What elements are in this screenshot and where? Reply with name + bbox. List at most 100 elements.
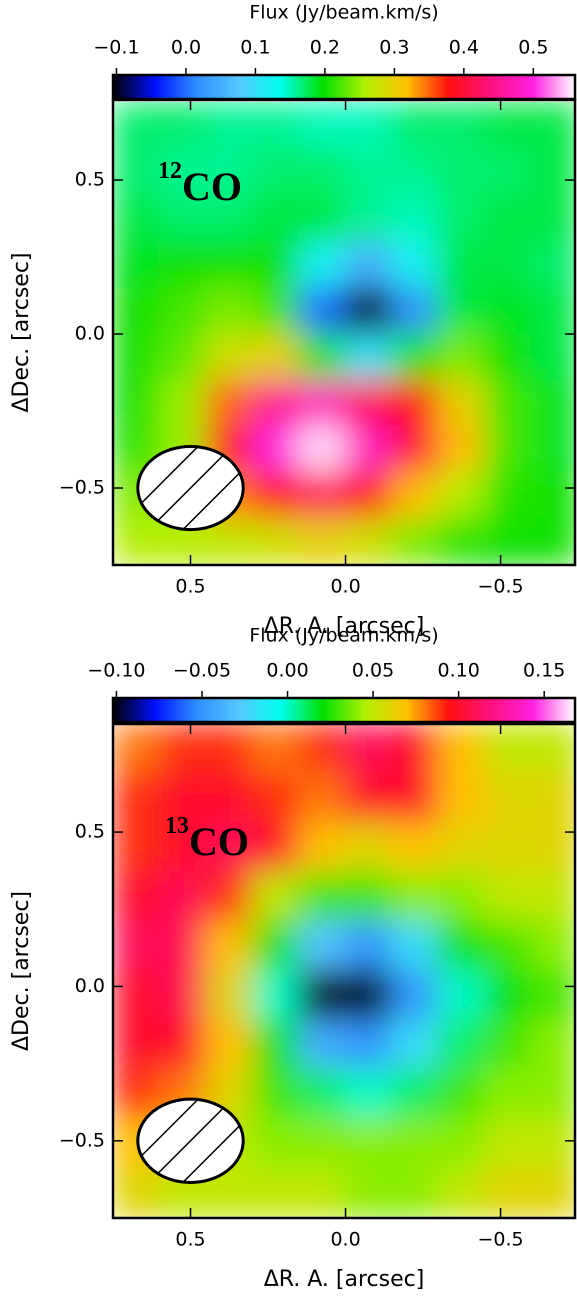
heat-cell: [344, 871, 394, 923]
heat-cell: [344, 425, 394, 474]
heat-cell: [484, 194, 533, 243]
heat-cell: [391, 425, 440, 474]
heat-cell: [113, 148, 161, 197]
colorbar-label: Flux (Jy/beam.km/s): [249, 2, 438, 24]
heat-cell: [437, 102, 487, 151]
heat-cell: [205, 920, 254, 972]
heat-cell: [391, 970, 440, 1022]
heat-cell: [298, 517, 347, 565]
heat-cell: [484, 772, 533, 824]
heat-cell: [530, 1019, 575, 1071]
heat-cell: [391, 148, 440, 197]
heat-cell: [251, 724, 301, 775]
heat-cell: [298, 333, 347, 382]
y-tick-label: 0.0: [75, 323, 105, 345]
y-axis-label: ΔDec. [arcsec]: [9, 252, 34, 412]
heat-cell: [298, 1118, 347, 1170]
colorbar-tick-label: 0.0: [171, 37, 201, 59]
heat-cell: [113, 194, 161, 243]
heat-cell: [298, 286, 347, 336]
heat-cell: [251, 102, 301, 151]
heat-cell: [251, 1118, 301, 1170]
heat-cell: [113, 772, 161, 824]
heat-cell: [391, 920, 440, 972]
heat-cell: [251, 821, 301, 874]
beam-outline: [136, 444, 245, 532]
heat-cell: [437, 1019, 487, 1071]
heat-cell: [251, 772, 301, 824]
heat-cell: [158, 871, 208, 923]
colorbar: [111, 696, 577, 724]
heat-cell: [484, 102, 533, 151]
heat-cell: [391, 871, 440, 923]
heat-cell: [113, 240, 161, 289]
heat-cell: [158, 333, 208, 382]
colorbar-tick-label: 0.05: [352, 660, 394, 682]
heat-cell: [251, 286, 301, 336]
heat-cell: [113, 379, 161, 428]
heat-cell: [251, 1167, 301, 1218]
heat-cell: [530, 148, 575, 197]
heat-cell: [391, 102, 440, 151]
heat-cell: [205, 970, 254, 1022]
heat-cell: [530, 240, 575, 289]
x-tick-label: −0.5: [478, 1229, 524, 1251]
heat-cell: [298, 102, 347, 151]
x-axis-label: ΔR. A. [arcsec]: [264, 614, 425, 639]
x-tick-label: 0.0: [330, 1229, 360, 1251]
heat-cell: [530, 772, 575, 824]
y-tick-label: 0.5: [75, 821, 105, 843]
heat-cell: [484, 871, 533, 923]
heat-cell: [391, 821, 440, 874]
heat-cell: [113, 920, 161, 972]
heat-cell: [391, 1068, 440, 1121]
heat-cell: [251, 425, 301, 474]
heat-cell: [484, 1167, 533, 1218]
heat-cell: [437, 286, 487, 336]
heat-cell: [158, 194, 208, 243]
heat-cell: [344, 148, 394, 197]
colorbar-tick-label: 0.10: [437, 660, 479, 682]
heat-cell: [113, 517, 161, 565]
colorbar-tick-label: 0.3: [379, 37, 409, 59]
heat-cell: [344, 194, 394, 243]
heat-cell: [113, 970, 161, 1022]
annotation-mass: 13: [165, 813, 189, 839]
colorbar-tick-label: 0.15: [523, 660, 565, 682]
heat-cell: [113, 871, 161, 923]
heat-cell: [484, 970, 533, 1022]
heat-cell: [251, 970, 301, 1022]
heat-cell: [251, 240, 301, 289]
annotation: 12CO: [158, 158, 242, 209]
heat-cell: [484, 240, 533, 289]
heat-cell: [437, 333, 487, 382]
heat-cell: [205, 240, 254, 289]
heat-cell: [530, 871, 575, 923]
heat-cell: [344, 970, 394, 1022]
heat-cell: [484, 920, 533, 972]
heat-cell: [484, 821, 533, 874]
colorbar: [111, 73, 577, 101]
x-axis-label: ΔR. A. [arcsec]: [264, 1267, 425, 1292]
heat-cell: [391, 772, 440, 824]
heat-cell: [530, 920, 575, 972]
heat-cell: [437, 821, 487, 874]
heat-cell: [530, 1167, 575, 1218]
frame: [111, 98, 577, 567]
heat-cell: [113, 1167, 161, 1218]
heat-cell: [298, 724, 347, 775]
y-axis-label: ΔDec. [arcsec]: [9, 891, 34, 1051]
x-tick-label: 0.0: [330, 576, 360, 598]
annotation-molecule: CO: [189, 819, 249, 864]
heat-cell: [205, 148, 254, 197]
heatmap: [113, 724, 575, 1218]
heat-cell: [251, 194, 301, 243]
heat-cell: [344, 1019, 394, 1071]
x-tick-label: −0.5: [478, 576, 524, 598]
heat-cell: [391, 1019, 440, 1071]
heat-cell: [344, 517, 394, 565]
heat-cell: [530, 471, 575, 520]
heat-cell: [530, 102, 575, 151]
heat-cell: [344, 286, 394, 336]
